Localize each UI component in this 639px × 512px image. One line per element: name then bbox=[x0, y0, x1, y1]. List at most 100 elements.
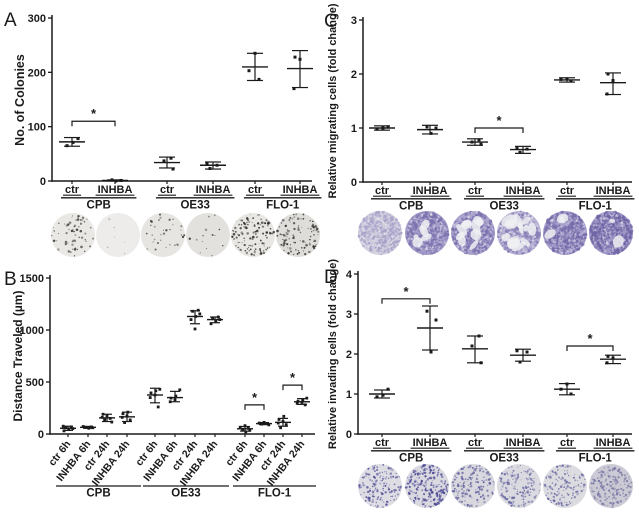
assay-well-image bbox=[543, 464, 587, 508]
data-point bbox=[559, 387, 563, 391]
assay-well-image bbox=[231, 213, 276, 257]
data-point bbox=[61, 424, 65, 428]
assay-well-image bbox=[589, 210, 634, 256]
data-point bbox=[196, 308, 200, 312]
data-point bbox=[169, 396, 173, 400]
data-point bbox=[114, 179, 118, 183]
y-tick-label: 0 bbox=[40, 176, 46, 188]
condition-label: ctr bbox=[375, 437, 390, 449]
data-point bbox=[248, 428, 252, 432]
y-tick-label: 2 bbox=[351, 69, 357, 81]
y-axis-title: Relative migrating cells (fold change) bbox=[327, 3, 339, 198]
data-point bbox=[296, 399, 300, 403]
data-point bbox=[110, 420, 114, 424]
data-point bbox=[121, 412, 125, 416]
cell-line-label: CPB bbox=[86, 488, 110, 500]
data-point bbox=[171, 167, 175, 171]
cell-line-label: CPB bbox=[399, 452, 423, 464]
condition-label: INHBA bbox=[196, 184, 231, 196]
data-point bbox=[158, 387, 162, 391]
data-point bbox=[125, 414, 129, 418]
data-point bbox=[105, 414, 109, 418]
data-point bbox=[303, 403, 307, 407]
cell-line-label: FLO-1 bbox=[579, 200, 613, 212]
cell-line-label: CPB bbox=[399, 200, 423, 212]
condition-label: ctr bbox=[560, 437, 575, 449]
condition-label: ctr bbox=[468, 437, 483, 449]
assay-well-image bbox=[186, 213, 230, 257]
data-point bbox=[173, 398, 177, 402]
y-tick-label: 2 bbox=[346, 349, 352, 361]
data-point bbox=[425, 309, 429, 313]
data-point bbox=[218, 318, 222, 321]
assay-well-image bbox=[451, 210, 496, 256]
data-point bbox=[606, 354, 610, 358]
data-point bbox=[284, 423, 288, 427]
data-point bbox=[525, 350, 529, 354]
data-point bbox=[276, 421, 280, 425]
data-point bbox=[67, 428, 71, 432]
panel-C: C 0 1 2 3 Relative migrating cells (fold chan… bbox=[324, 3, 635, 256]
significance-bracket bbox=[282, 384, 303, 391]
assay-well-image bbox=[357, 210, 403, 256]
data-point bbox=[91, 426, 95, 430]
data-point bbox=[65, 144, 69, 148]
data-point bbox=[101, 412, 105, 416]
data-point bbox=[211, 316, 214, 320]
data-point bbox=[174, 394, 178, 398]
data-point bbox=[214, 319, 218, 323]
condition-label: INHBA bbox=[413, 437, 448, 449]
data-point bbox=[189, 318, 193, 321]
data-point bbox=[425, 125, 429, 129]
significance-bracket bbox=[71, 120, 116, 127]
assay-well-image bbox=[51, 213, 95, 257]
condition-label: INHBA bbox=[596, 185, 631, 197]
y-tick-label: 200 bbox=[28, 67, 46, 79]
y-axis-title: No. of Colonies bbox=[13, 54, 27, 146]
y-tick-label: 1 bbox=[351, 123, 357, 135]
cell-line-label: FLO-1 bbox=[266, 199, 300, 211]
data-point bbox=[434, 126, 438, 130]
data-point bbox=[565, 382, 569, 386]
data-point bbox=[62, 429, 66, 433]
data-point bbox=[84, 425, 87, 429]
data-point bbox=[100, 415, 104, 419]
data-point bbox=[282, 414, 286, 418]
condition-label: ctr bbox=[65, 184, 80, 196]
data-point bbox=[434, 318, 438, 322]
data-point bbox=[515, 147, 519, 151]
data-point bbox=[518, 360, 522, 364]
panel-letter-B: B bbox=[4, 269, 17, 290]
data-point bbox=[301, 398, 305, 402]
significance-star: * bbox=[91, 106, 97, 121]
assay-well-image bbox=[497, 210, 542, 255]
data-point bbox=[429, 350, 433, 354]
assay-well-image bbox=[451, 464, 495, 508]
y-tick-label: 0 bbox=[351, 177, 357, 189]
data-point bbox=[247, 69, 251, 73]
data-point bbox=[265, 422, 269, 425]
y-tick-label: 1 bbox=[346, 389, 352, 401]
y-tick-label: 1500 bbox=[20, 273, 44, 285]
data-point bbox=[386, 125, 390, 129]
condition-label: INHBA bbox=[596, 437, 631, 449]
data-point bbox=[168, 400, 172, 404]
data-point bbox=[149, 391, 153, 395]
data-point bbox=[375, 127, 379, 131]
condition-label: ctr bbox=[375, 185, 390, 197]
data-point bbox=[477, 334, 481, 338]
data-point bbox=[215, 163, 219, 167]
assay-well-image bbox=[589, 464, 633, 509]
data-point bbox=[69, 425, 73, 429]
significance-star: * bbox=[403, 284, 409, 299]
panel-A: A 0 100 200 300 No. of Colonies ctr INHBA ctr INH… bbox=[4, 10, 322, 257]
y-tick-label: 500 bbox=[26, 377, 44, 389]
cell-line-label: OE33 bbox=[171, 488, 200, 500]
data-point bbox=[241, 427, 244, 431]
data-point bbox=[243, 424, 247, 428]
data-point bbox=[300, 400, 304, 404]
assay-well-image bbox=[404, 463, 449, 508]
data-point bbox=[64, 426, 67, 430]
data-point bbox=[605, 92, 609, 96]
